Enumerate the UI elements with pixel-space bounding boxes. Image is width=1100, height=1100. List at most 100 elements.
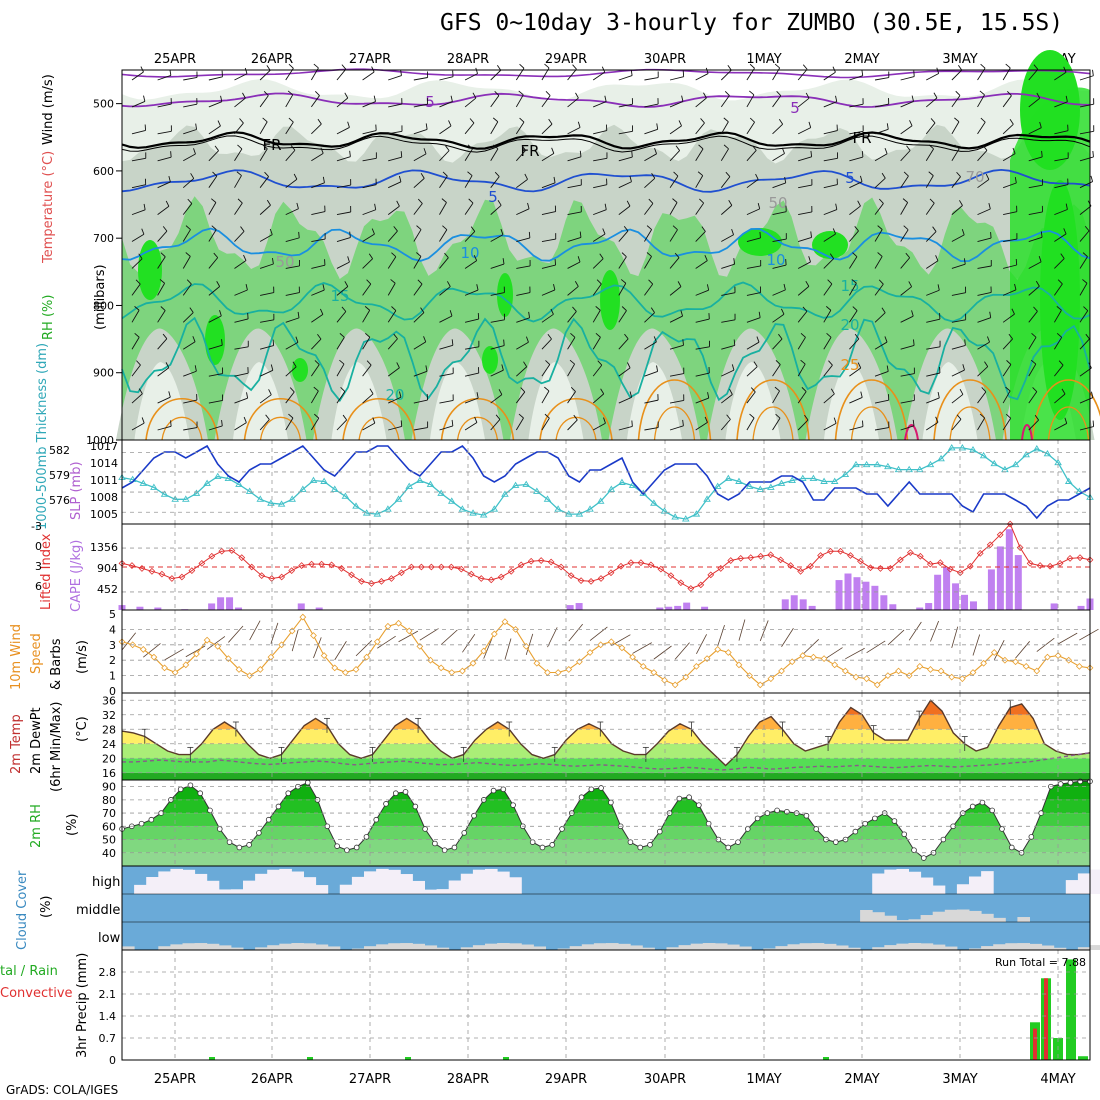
lifted-index-point bbox=[567, 572, 575, 579]
wind-barb bbox=[439, 101, 453, 108]
rh-point bbox=[627, 839, 634, 845]
wind-barb bbox=[464, 148, 473, 162]
lifted-index-point bbox=[936, 559, 944, 567]
wind-barb bbox=[797, 127, 811, 135]
lifted-index-point bbox=[527, 557, 535, 565]
wind-barb-flag bbox=[290, 145, 296, 151]
wind-barb-flag bbox=[396, 200, 400, 207]
lifted-index-point bbox=[1086, 556, 1094, 564]
wind-barb bbox=[131, 283, 141, 296]
rh-point bbox=[1028, 834, 1035, 840]
wind-barb bbox=[234, 260, 247, 269]
cloud-gap bbox=[678, 945, 692, 950]
lifted-index-point bbox=[847, 552, 854, 559]
wind-barb-10m bbox=[121, 632, 136, 651]
wind-barb-flag bbox=[623, 226, 629, 232]
wind-barb-flag bbox=[651, 172, 656, 179]
wind-barb-flag bbox=[391, 306, 397, 311]
wind-barb bbox=[720, 95, 730, 108]
wind-barb bbox=[362, 101, 376, 108]
lifted-index-point bbox=[896, 556, 904, 564]
wind-barb-flag bbox=[678, 120, 682, 127]
wind-barb bbox=[490, 263, 505, 269]
wind-barb-flag bbox=[368, 253, 374, 259]
wind-barb bbox=[439, 257, 449, 269]
rh-point bbox=[383, 801, 389, 807]
wind-barb-flag bbox=[749, 117, 755, 123]
wind-barb-flag bbox=[595, 332, 601, 338]
wind-barb-flag bbox=[577, 256, 581, 263]
wind-barb bbox=[746, 366, 758, 377]
wind-barb bbox=[1028, 156, 1043, 162]
wind-barb bbox=[541, 289, 556, 296]
precip-total-bar bbox=[1066, 959, 1076, 1060]
cloud-gap bbox=[122, 946, 135, 950]
wind-barb-10m bbox=[206, 636, 226, 650]
wind-barb-flag bbox=[727, 64, 732, 71]
wind-barb bbox=[1079, 130, 1094, 135]
wind-barb-flag bbox=[673, 171, 679, 177]
wind-barb-flag bbox=[398, 391, 402, 398]
wind-barb-flag bbox=[1065, 95, 1068, 102]
wind-barb-flag bbox=[500, 228, 504, 235]
wind-barb-flag bbox=[185, 225, 191, 230]
wind-barb-flag bbox=[828, 360, 833, 366]
wind-barb bbox=[413, 103, 428, 108]
cape-bar bbox=[916, 607, 924, 610]
rh-point bbox=[490, 787, 497, 794]
lifted-tick-label: -3 bbox=[31, 520, 42, 533]
cloud-gap bbox=[944, 909, 958, 922]
wind-barb bbox=[618, 230, 629, 242]
lifted-index-point bbox=[477, 575, 485, 582]
wind-speed-point bbox=[639, 662, 647, 670]
thickness-point bbox=[458, 505, 467, 512]
slp-tick-label: 1014 bbox=[90, 457, 118, 470]
wind-barb-flag bbox=[604, 203, 607, 210]
wind-barb bbox=[746, 208, 760, 216]
wind-barb-flag bbox=[937, 391, 940, 399]
wind-barb bbox=[439, 150, 450, 162]
wind-barb bbox=[951, 148, 960, 162]
wind-barb bbox=[849, 75, 863, 81]
wind-speed-point bbox=[618, 644, 626, 652]
cloud-gap bbox=[763, 948, 776, 950]
cloud-gap bbox=[460, 873, 474, 894]
pressure-tick-label: 900 bbox=[93, 367, 114, 380]
wind-barb-flag bbox=[851, 279, 857, 284]
label-millibars: (millibars) bbox=[93, 264, 108, 330]
wind-barb-flag bbox=[577, 121, 581, 128]
wind-barb bbox=[515, 121, 525, 135]
wind-barb bbox=[977, 317, 991, 323]
wind-barb bbox=[823, 71, 836, 81]
precip-convective-bar bbox=[1044, 978, 1048, 1060]
cloud-gap bbox=[243, 880, 256, 894]
wind-barb bbox=[721, 263, 735, 269]
wind-barb-flag bbox=[297, 311, 300, 318]
label-lifted-index: Lifted Index bbox=[39, 533, 54, 610]
cloud-gap bbox=[884, 945, 897, 950]
wind-barb bbox=[311, 289, 325, 296]
lifted-index-point bbox=[318, 560, 325, 568]
wind-barb bbox=[849, 283, 857, 296]
wind-barb bbox=[695, 231, 706, 242]
wind-barb-flag bbox=[1006, 91, 1012, 96]
wind-barb-flag bbox=[877, 252, 883, 257]
lifted-index-point bbox=[677, 579, 685, 587]
wind-barb bbox=[541, 123, 553, 135]
wind-barb-flag bbox=[190, 173, 195, 179]
wind-barb-flag bbox=[961, 229, 965, 236]
wind-speed-point bbox=[171, 669, 179, 676]
wind-barb bbox=[490, 121, 499, 135]
wind-barb bbox=[721, 319, 736, 323]
rh-left-labels: 2m RH (%) bbox=[29, 804, 80, 848]
wind-barb-flag bbox=[442, 225, 448, 231]
wind-barb bbox=[388, 130, 403, 135]
wind-barb bbox=[951, 263, 966, 269]
wind-barb-flag bbox=[728, 200, 733, 206]
wind-barb bbox=[669, 257, 680, 269]
bottom-date-label: 26APR bbox=[251, 1072, 293, 1087]
cloud-gap bbox=[981, 946, 994, 950]
cape-bar bbox=[781, 599, 789, 610]
wind-barb bbox=[926, 421, 939, 431]
cloud-gap bbox=[981, 913, 994, 922]
